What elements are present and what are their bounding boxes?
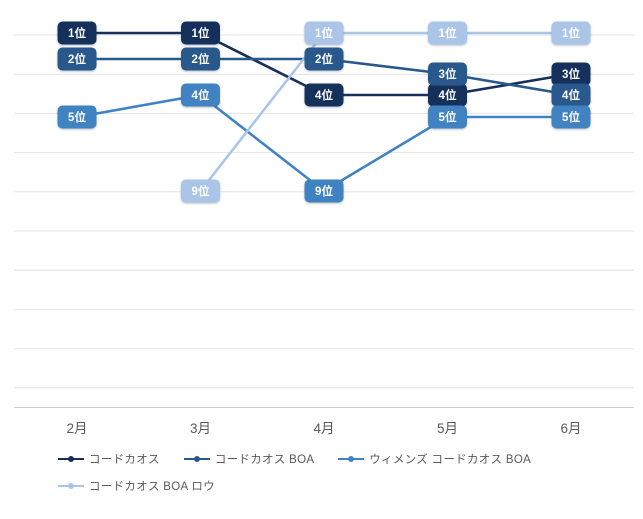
x-axis-label-1: 3月: [190, 421, 211, 436]
rank-badge-1-3: [428, 62, 467, 86]
rank-badge-label-2-4: 5位: [562, 110, 580, 124]
legend-row-0: コードカオス コードカオス BOA ウィメンズ コードカオス BOA: [58, 450, 531, 468]
x-axis-label-3: 5月: [437, 421, 458, 436]
rank-badge-label-0-2: 4位: [315, 88, 333, 102]
rank-badge-0-2: [304, 83, 344, 107]
rank-badge-label-3-3: 1位: [439, 26, 457, 40]
legend-marker-icon: [183, 456, 210, 462]
rank-badge-1-2: [304, 47, 344, 71]
legend-marker-dot: [68, 456, 74, 462]
legend-marker-dot: [348, 456, 355, 462]
chart-legend: コードカオス コードカオス BOA ウィメンズ コードカオス BOA コードカオス B…: [58, 450, 531, 495]
rank-badge-3-1: [181, 179, 220, 203]
x-axis-label-0: 2月: [66, 421, 87, 436]
rank-badge-label-1-1: 2位: [192, 52, 210, 66]
rank-badge-0-0: [57, 21, 97, 45]
rank-badge-0-1: [181, 21, 220, 45]
legend-label-1: コードカオス BOA: [214, 454, 315, 466]
rank-badge-label-1-4: 4位: [562, 88, 580, 102]
rank-badge-label-0-1: 1位: [192, 26, 210, 40]
rank-badge-label-2-3: 5位: [439, 110, 457, 124]
legend-label-3: コードカオス BOA ロウ: [89, 481, 215, 493]
x-axis-label-4: 6月: [560, 421, 581, 436]
rank-badge-0-4: [551, 62, 591, 86]
legend-item-0: コードカオス: [58, 450, 160, 468]
rank-badge-label-3-4: 1位: [562, 26, 580, 40]
rank-badge-label-3-1: 9位: [192, 184, 210, 198]
rank-badge-label-1-2: 2位: [315, 52, 333, 66]
rank-badge-2-2: [304, 179, 344, 203]
rank-badge-1-1: [181, 47, 220, 71]
legend-marker-icon: [338, 456, 365, 462]
x-axis-label-2: 4月: [313, 421, 334, 436]
legend-label-2: ウィメンズ コードカオス BOA: [369, 454, 532, 466]
rank-badge-3-4: [551, 21, 591, 45]
rank-badge-2-3: [428, 105, 467, 129]
legend-item-1: コードカオス BOA: [183, 450, 315, 468]
rank-badge-label-2-0: 5位: [68, 110, 86, 124]
legend-marker-dot: [68, 483, 74, 489]
rank-badge-0-3: [428, 83, 467, 107]
rank-badge-label-1-3: 3位: [439, 67, 457, 81]
rank-badge-label-0-4: 3位: [562, 67, 580, 81]
rank-badge-label-0-0: 1位: [68, 26, 86, 40]
legend-marker-dot: [193, 456, 200, 462]
series-line-2: [75, 93, 573, 193]
rank-badge-2-1: [181, 83, 220, 107]
rank-badge-label-3-2: 1位: [315, 26, 333, 40]
legend-marker-icon: [58, 456, 84, 462]
rank-badge-label-2-2: 9位: [315, 184, 333, 198]
legend-row-1: コードカオス BOA ロウ: [58, 477, 531, 495]
legend-marker-icon: [58, 483, 84, 489]
bump-chart: 1位 1位 4位 4位 3位 2位 2位 2位 3位 4位 5位 4位 9位 5位 5位 9位 1位 1位 1位 2月…: [14, 21, 634, 436]
rank-badge-1-4: [551, 83, 591, 107]
legend-item-3: コードカオス BOA ロウ: [58, 477, 215, 495]
legend-item-2: ウィメンズ コードカオス BOA: [338, 450, 531, 468]
rank-badge-1-0: [57, 47, 97, 71]
series-line-3: [199, 31, 573, 193]
rank-badge-label-2-1: 4位: [192, 88, 210, 102]
rank-badge-label-1-0: 2位: [68, 52, 86, 66]
rank-badge-3-3: [428, 21, 467, 45]
legend-label-0: コードカオス: [89, 454, 160, 466]
rank-badge-2-0: [57, 105, 97, 129]
rank-badge-label-0-3: 4位: [439, 88, 457, 102]
rank-badge-3-2: [304, 21, 344, 45]
rank-badge-2-4: [551, 105, 591, 129]
